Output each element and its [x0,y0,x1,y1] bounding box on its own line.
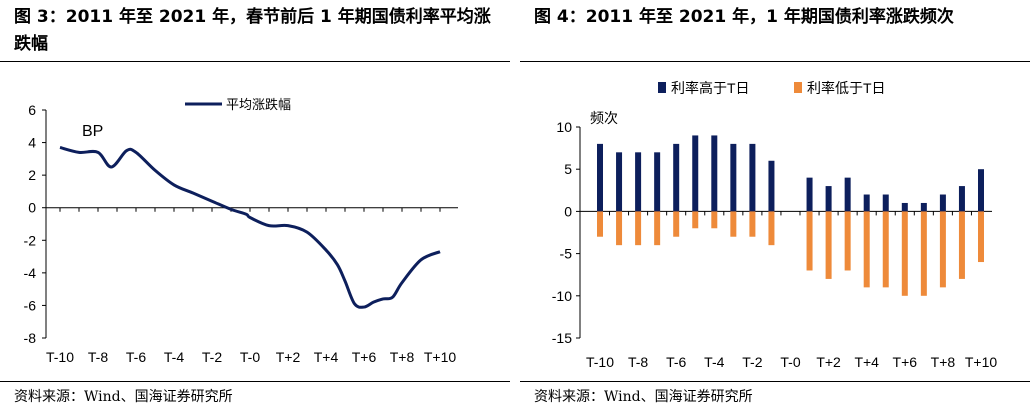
bar-lower-than-t [920,211,927,296]
bar-lower-than-t [806,211,813,271]
bar-higher-than-t [749,143,756,212]
bar-higher-than-t [654,152,661,212]
bar-higher-than-t [597,143,603,212]
bar-lower-than-t [692,211,699,229]
line-chart: -8 -6 -4 -2 0 2 4 6 T-10 T-8 T-6 T-4 T-2 T-0 T+2 T+4 T+6… [24,97,458,365]
source-rule [520,381,1030,382]
title-rule [0,61,510,62]
chart-panel-right: 图 4：2011 年至 2021 年，1 年期国债利率涨跌频次 -15 -10 -5… [520,0,1030,408]
x-tick-label: T-10 [46,349,74,365]
legend-swatch-higher [658,82,666,93]
bar-higher-than-t [806,177,813,212]
x-tick-label: T+8 [390,349,415,365]
y-tick-label: 2 [28,167,36,183]
y-tick-label: 0 [564,203,572,219]
legend-label-lower: 利率低于T日 [807,80,886,96]
bar-higher-than-t [958,186,965,212]
bar-higher-than-t [939,194,946,212]
y-tick-label: -6 [24,297,37,313]
bar-higher-than-t [616,152,623,212]
bar-higher-than-t [711,135,718,212]
legend-label: 平均涨跌幅 [226,97,291,112]
bar-lower-than-t [844,211,851,271]
bar-lower-than-t [749,211,756,237]
bar-higher-than-t [863,194,870,212]
legend-swatch-lower [794,82,802,93]
x-tick-label: T+6 [352,349,377,365]
chart-title-left: 图 3：2011 年至 2021 年，春节前后 1 年期国债利率平均涨跌幅 [14,7,491,54]
bar-higher-than-t [978,169,984,212]
bar-lower-than-t [654,211,661,246]
bar-higher-than-t [692,135,699,212]
bar-lower-than-t [958,211,965,279]
y-tick-label: -15 [552,330,572,346]
source-rule [0,381,510,382]
x-tick-label: T-2 [202,349,222,365]
y-tick-label: 10 [556,119,572,135]
unit-label: 频次 [590,110,618,126]
x-tick-label: T+2 [816,354,841,370]
y-tick-label: -5 [560,246,573,262]
bar-higher-than-t [768,160,775,212]
x-tick-label: T-6 [666,354,686,370]
x-tick-label: T+2 [276,349,301,365]
x-tick-label: T+4 [854,354,879,370]
y-tick-label: -2 [24,232,37,248]
unit-label: BP [82,123,103,140]
x-tick-label: T-8 [628,354,648,370]
bar-lower-than-t [616,211,623,246]
source-note-left: 资料来源：Wind、国海证券研究所 [14,389,233,405]
legend-label-higher: 利率高于T日 [671,80,750,96]
bar-higher-than-t [920,202,927,212]
y-tick-label: -8 [24,330,37,346]
bar-lower-than-t [978,211,984,263]
x-tick-label: T+10 [965,354,998,370]
bar-chart: -15 -10 -5 0 5 10 T-10 T-8 T-6 T-4 T-2 T-0 T+2 T+4 T+6… [552,80,998,370]
bar-lower-than-t [768,211,775,246]
bar-lower-than-t [882,211,889,288]
source-note-right: 资料来源：Wind、国海证券研究所 [534,389,753,405]
bar-lower-than-t [673,211,680,237]
x-tick-label: T-0 [240,349,260,365]
y-tick-label: 6 [28,102,36,118]
bar-lower-than-t [597,211,603,237]
bar-lower-than-t [711,211,718,229]
bar-higher-than-t [844,177,851,212]
title-rule [520,61,1030,62]
bar-lower-than-t [901,211,908,296]
x-tick-label: T-6 [126,349,146,365]
x-tick-label: T+6 [893,354,918,370]
bar-lower-than-t [863,211,870,288]
bar-higher-than-t [901,202,908,212]
bar-lower-than-t [635,211,642,246]
x-tick-label: T-10 [586,354,614,370]
bar-higher-than-t [825,186,832,212]
x-tick-label: T-4 [704,354,724,370]
y-tick-label: -10 [552,288,572,304]
y-tick-label: 0 [28,200,36,216]
bar-lower-than-t [825,211,832,279]
chart-panel-left: 图 3：2011 年至 2021 年，春节前后 1 年期国债利率平均涨跌幅 -8… [0,0,510,408]
x-tick-label: T+10 [424,349,457,365]
x-tick-label: T-0 [780,354,800,370]
bar-lower-than-t [939,211,946,288]
x-tick-label: T+4 [314,349,339,365]
chart-title-right: 图 4：2011 年至 2021 年，1 年期国债利率涨跌频次 [534,7,954,27]
y-tick-label: -4 [24,265,37,281]
y-tick-label: 4 [28,135,36,151]
x-tick-label: T-2 [742,354,762,370]
x-tick-label: T-4 [164,349,184,365]
x-tick-label: T+8 [931,354,956,370]
bar-higher-than-t [635,152,642,212]
bar-higher-than-t [882,194,889,212]
series-line-average-change [59,146,441,309]
bar-higher-than-t [673,143,680,212]
bar-lower-than-t [730,211,737,237]
y-tick-label: 5 [564,161,572,177]
x-tick-label: T-8 [88,349,108,365]
bar-higher-than-t [730,143,737,212]
